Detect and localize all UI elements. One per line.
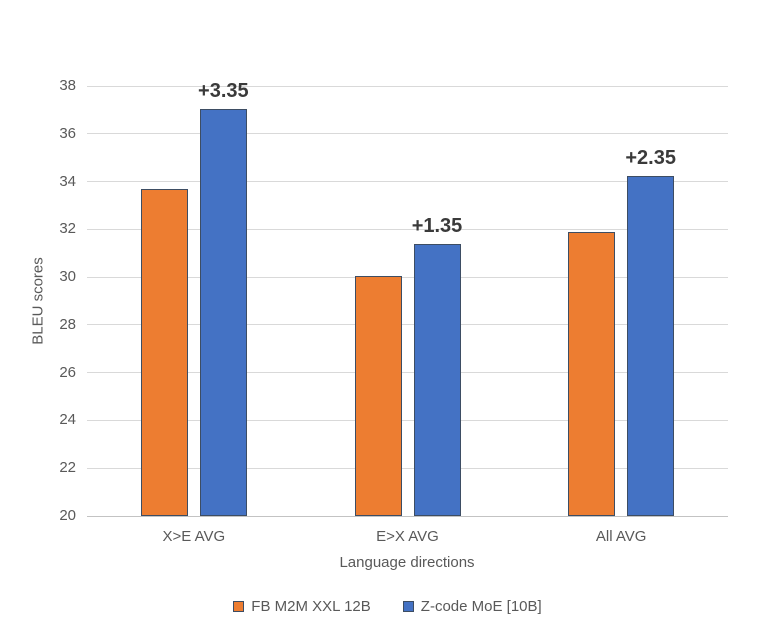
data-label: +3.35 [198, 79, 249, 102]
y-tick-label: 30 [59, 268, 76, 286]
gridline [87, 372, 728, 374]
bar-series1 [568, 232, 616, 516]
y-tick-label: 38 [59, 77, 76, 94]
bar-series2 [199, 108, 247, 516]
legend-label: Z-code MoE [10B] [420, 598, 542, 615]
gridline [87, 133, 728, 135]
y-tick-label: 20 [59, 507, 76, 524]
x-tick-label: X>E AVG [162, 528, 226, 545]
x-axis-line [87, 515, 728, 517]
y-tick-label: 24 [59, 411, 76, 429]
y-tick-label: 22 [59, 459, 76, 477]
gridline [87, 181, 728, 183]
gridline [87, 324, 728, 326]
legend-item: Z-code MoE [10B] [402, 598, 542, 615]
bar-series2 [413, 243, 461, 516]
legend-item: FB M2M XXL 12B [233, 598, 371, 615]
gridline [87, 467, 728, 469]
legend-swatch-icon [233, 601, 245, 612]
y-axis-title: BLEU scores [29, 257, 47, 345]
y-tick-label: 34 [59, 172, 76, 190]
y-tick-label: 28 [59, 315, 76, 333]
legend-swatch-icon [402, 601, 414, 612]
gridline [87, 276, 728, 278]
y-tick-label: 36 [59, 124, 76, 142]
y-tick-label: 32 [59, 220, 76, 238]
data-label: +2.35 [625, 147, 676, 170]
x-tick-label: All AVG [595, 528, 647, 545]
gridline [87, 228, 728, 230]
bar-series1 [140, 188, 188, 516]
data-label: +1.35 [411, 214, 463, 237]
gridline [87, 85, 728, 87]
x-tick-label: E>X AVG [376, 528, 439, 545]
gridline [87, 419, 728, 421]
legend: FB M2M XXL 12B Z-code MoE [10B] [0, 598, 775, 615]
y-tick-label: 26 [59, 363, 76, 381]
bar-series2 [627, 176, 675, 516]
bar-series1 [354, 275, 402, 516]
x-axis-title: Language directions [339, 554, 475, 571]
legend-label: FB M2M XXL 12B [251, 598, 371, 615]
